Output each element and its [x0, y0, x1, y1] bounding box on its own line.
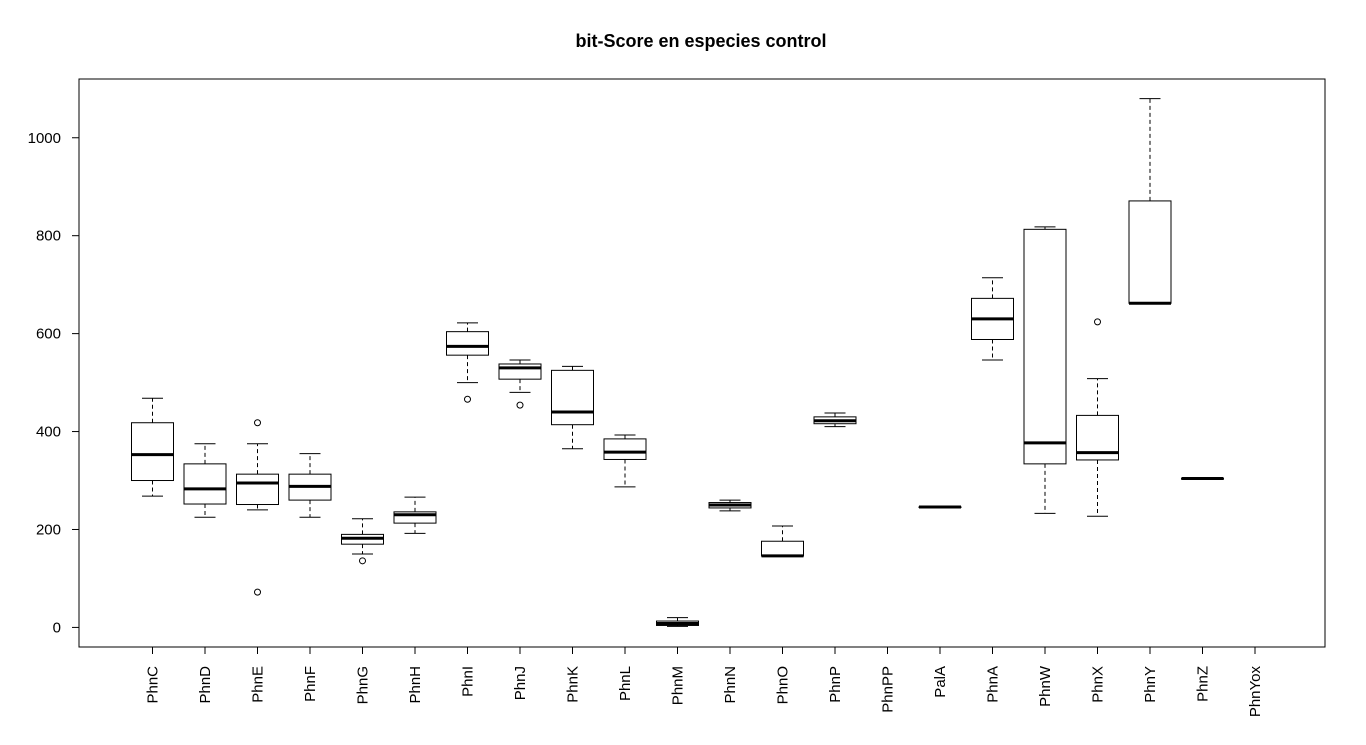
box-PhnA	[971, 277, 1014, 361]
box-PalA	[918, 505, 962, 509]
category-label: PhnK	[565, 666, 582, 703]
box-PhnP	[813, 412, 857, 428]
box-PhnY	[1128, 98, 1172, 305]
box-PhnE	[236, 419, 279, 596]
box-PhnX	[1076, 318, 1119, 517]
box-PhnI	[446, 322, 489, 403]
box-iqr	[551, 369, 594, 426]
category-label: PhnW	[1037, 665, 1054, 707]
box-PhnD	[183, 443, 227, 518]
y-axis: 0 200 400 600 800 1000	[28, 130, 80, 636]
boxes-group	[131, 98, 1224, 627]
box-PhnF	[288, 453, 332, 518]
box-iqr	[498, 363, 542, 380]
category-label: PhnPP	[880, 666, 897, 713]
category-label: PhnC	[145, 666, 162, 704]
box-PhnC	[131, 397, 174, 497]
category-label: PhnF	[302, 666, 319, 702]
y-tick-label: 0	[53, 619, 61, 636]
plot-frame	[78, 78, 1326, 648]
category-label: PhnA	[985, 666, 1002, 703]
box-iqr	[603, 438, 647, 460]
category-label: PhnO	[775, 666, 792, 704]
category-label: PalA	[932, 666, 949, 698]
box-PhnK	[551, 365, 594, 450]
category-label: PhnP	[827, 666, 844, 703]
outlier-point	[1094, 318, 1101, 326]
category-label: PhnE	[250, 666, 267, 703]
box-iqr	[183, 463, 227, 505]
box-iqr	[236, 473, 279, 506]
category-label: PhnYox	[1247, 666, 1264, 718]
x-axis: PhnC PhnD PhnE PhnF PhnG PhnH PhnI PhnJ PhnK PhnL…	[145, 646, 1264, 718]
box-iqr	[1128, 200, 1172, 304]
chart-title: bit-Score en especies control	[575, 31, 826, 51]
box-iqr	[131, 422, 174, 482]
y-tick-label: 200	[36, 521, 61, 538]
y-tick-label: 1000	[28, 130, 61, 147]
category-label: PhnY	[1142, 666, 1159, 703]
box-PhnH	[393, 496, 437, 534]
box-PhnO	[761, 525, 804, 558]
category-label: PhnX	[1090, 666, 1107, 703]
category-label: PhnN	[722, 666, 739, 704]
box-iqr	[1023, 228, 1067, 465]
outlier-point	[254, 588, 261, 596]
box-PhnN	[708, 499, 752, 512]
category-label: PhnM	[670, 666, 687, 705]
outlier-point	[254, 419, 261, 427]
box-PhnZ	[1181, 477, 1224, 481]
box-PhnL	[603, 434, 647, 488]
outlier-point	[516, 401, 524, 409]
category-label: PhnL	[617, 666, 634, 701]
category-label: PhnI	[460, 666, 477, 697]
y-tick-label: 600	[36, 326, 61, 343]
box-iqr	[393, 511, 437, 524]
category-label: PhnJ	[512, 666, 529, 700]
box-iqr	[446, 331, 489, 356]
outlier-point	[359, 557, 366, 565]
y-tick-label: 800	[36, 228, 61, 245]
box-PhnG	[341, 518, 384, 565]
category-label: PhnH	[407, 666, 424, 704]
box-PhnM	[656, 617, 699, 627]
box-iqr	[761, 540, 804, 557]
box-PhnW	[1023, 226, 1067, 514]
category-label: PhnG	[355, 666, 372, 704]
category-label: PhnD	[197, 666, 214, 704]
category-label: PhnZ	[1195, 666, 1212, 702]
outlier-point	[464, 395, 471, 403]
box-PhnJ	[498, 359, 542, 409]
y-tick-label: 400	[36, 424, 61, 441]
